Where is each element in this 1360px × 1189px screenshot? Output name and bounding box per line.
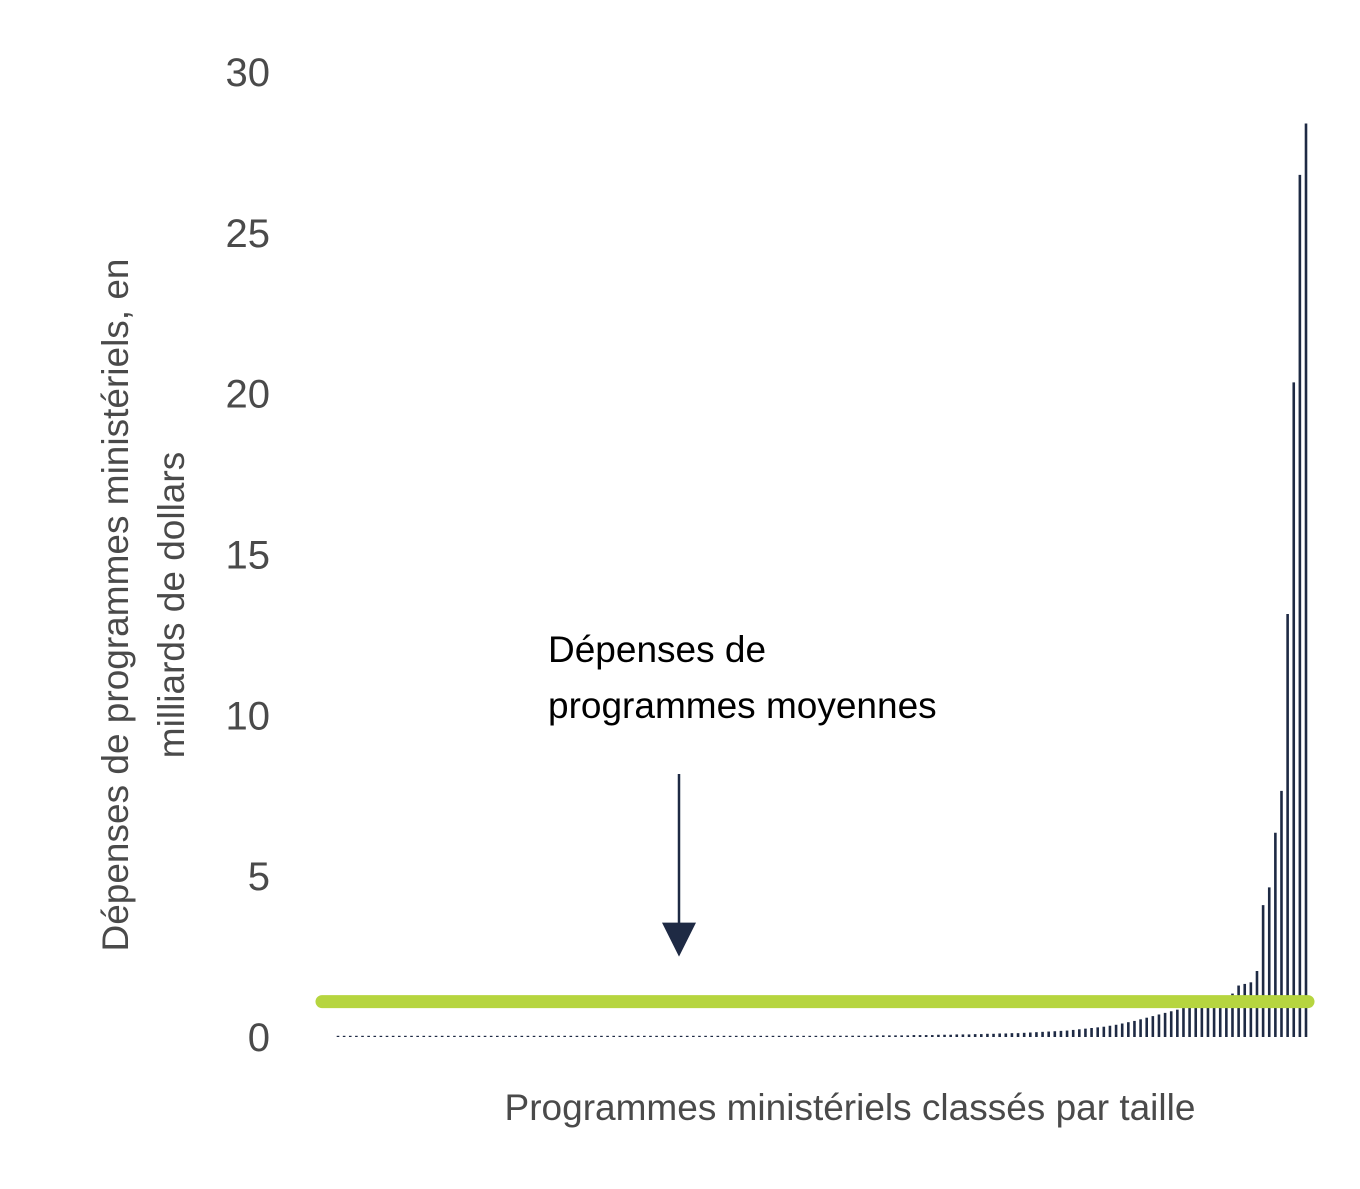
annotation-line-1: Dépenses de xyxy=(548,629,766,670)
y-tick-label: 10 xyxy=(226,694,271,738)
annotation-arrow xyxy=(662,774,696,957)
y-tick-label: 30 xyxy=(226,51,271,95)
bars xyxy=(336,123,1308,1037)
y-axis-label: Dépenses de programmes ministériels, en … xyxy=(95,258,192,951)
y-axis-label-line-2: milliards de dollars xyxy=(151,452,192,758)
x-axis-label: Programmes ministériels classés par tail… xyxy=(505,1087,1196,1128)
y-tick-label: 20 xyxy=(226,373,271,417)
y-axis-label-line-1: Dépenses de programmes ministériels, en xyxy=(95,258,136,951)
y-tick-label: 5 xyxy=(248,855,270,899)
arrow-head xyxy=(662,922,696,957)
y-tick-label: 15 xyxy=(226,534,271,578)
y-tick-labels: 0 5 10 15 20 25 30 xyxy=(226,51,271,1060)
y-tick-label: 25 xyxy=(226,212,271,256)
annotation-line-2: programmes moyennes xyxy=(548,685,937,726)
y-tick-label: 0 xyxy=(248,1016,270,1060)
